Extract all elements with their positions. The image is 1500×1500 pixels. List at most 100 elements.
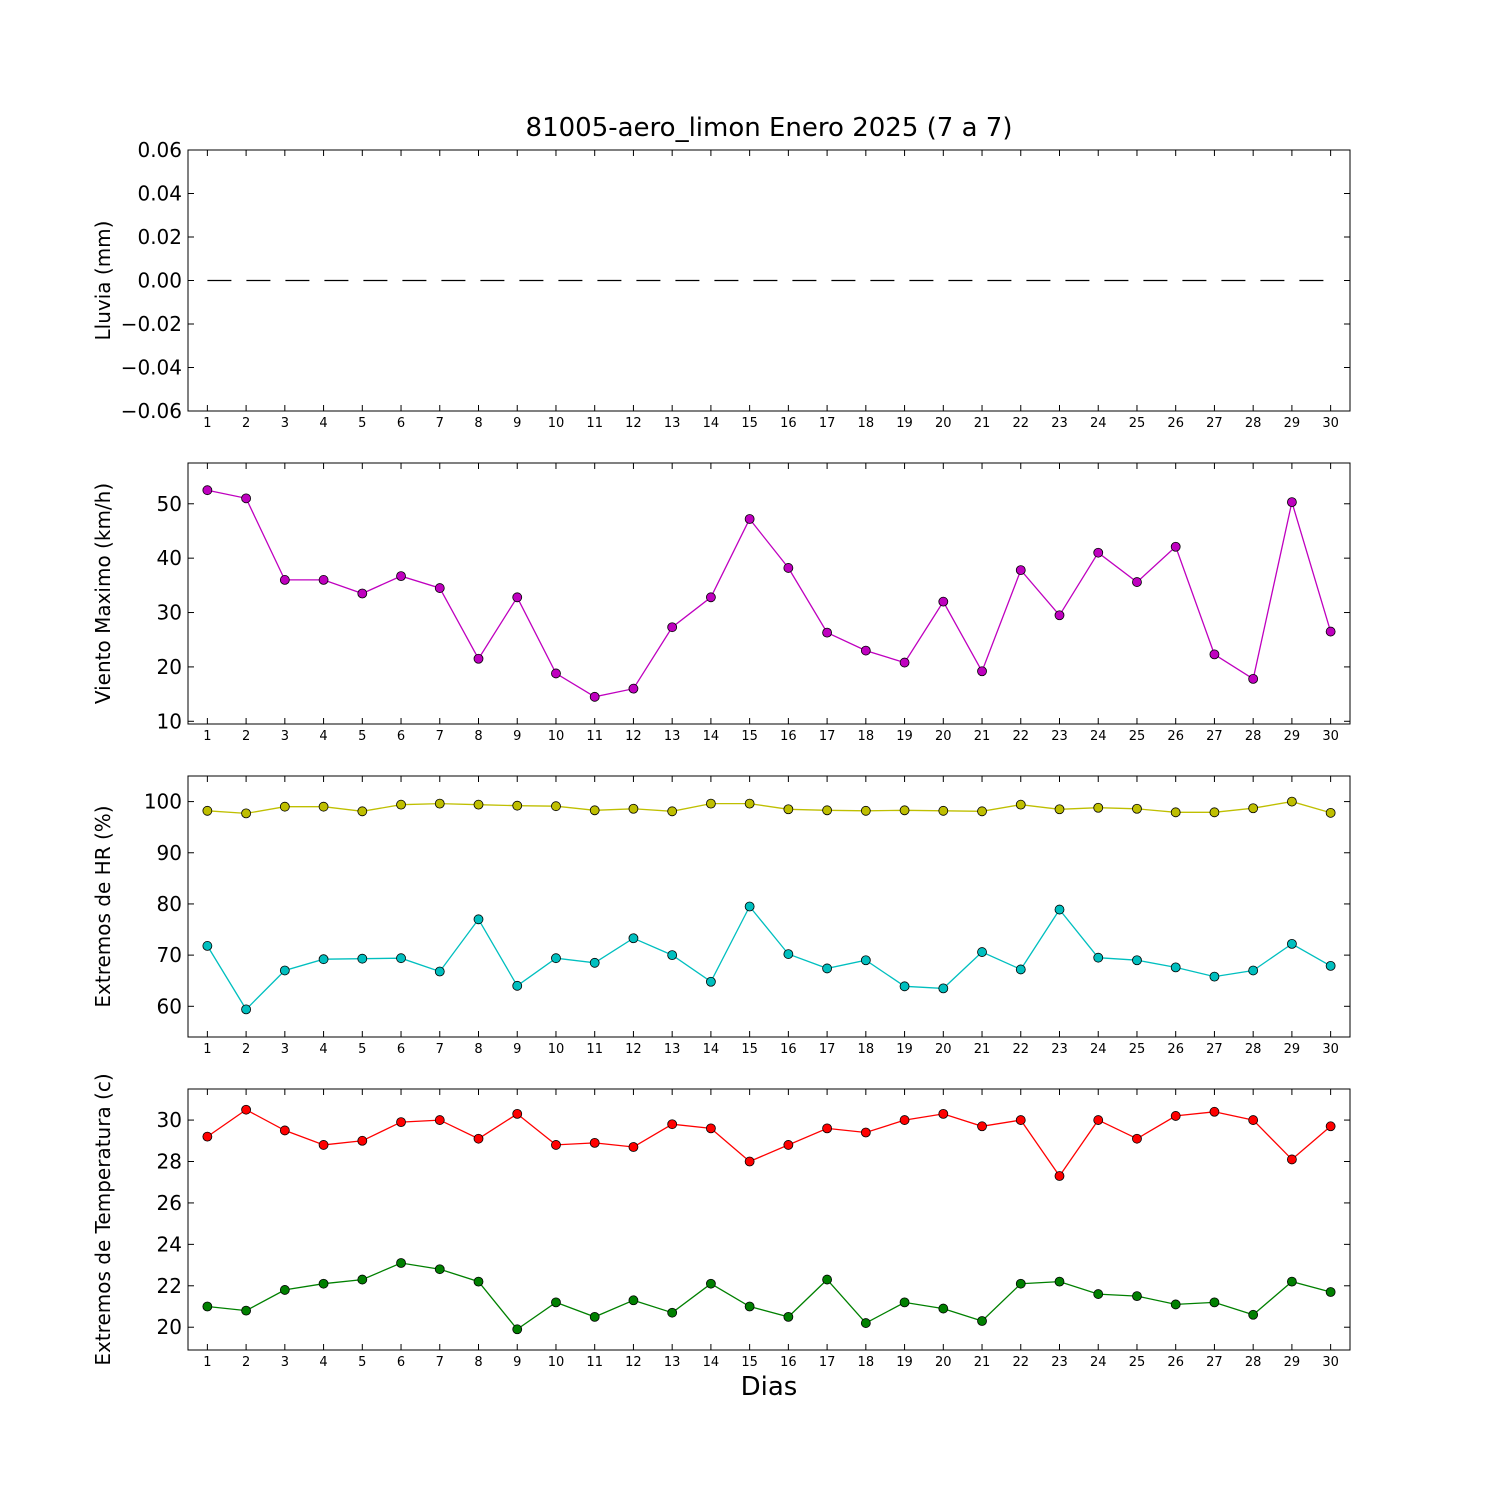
data-point	[434, 1264, 445, 1275]
data-point	[589, 957, 600, 968]
data-point	[1287, 1276, 1297, 1287]
data-point	[1209, 807, 1220, 818]
x-tick-label: 26	[1167, 1042, 1184, 1057]
data-point	[667, 622, 678, 633]
data-point	[1132, 1291, 1142, 1302]
data-point	[1093, 1289, 1104, 1299]
data-point	[977, 1316, 987, 1326]
x-tick-label: 6	[397, 1355, 405, 1370]
x-tick-label: 4	[319, 1355, 327, 1370]
data-point	[667, 1119, 678, 1130]
x-tick-label: 17	[819, 729, 836, 744]
x-axis-label: Dias	[740, 1372, 798, 1402]
x-tick-label: 6	[397, 729, 405, 744]
x-tick-label: 13	[664, 1355, 681, 1370]
data-point	[1325, 1121, 1336, 1132]
x-tick-label: 20	[935, 1355, 952, 1370]
x-tick-label: 12	[625, 1355, 642, 1370]
x-tick-label: 2	[242, 729, 250, 744]
x-tick-label: 3	[281, 729, 289, 744]
y-tick-label: 0.00	[137, 269, 182, 293]
subplot-1: 0.060.040.020.00−0.02−0.04−0.061 2 3 4 5 6 7 8 9…	[91, 138, 1351, 431]
data-point	[1054, 610, 1065, 621]
x-tick-label: 12	[625, 1042, 642, 1057]
y-tick-label: 30	[157, 601, 182, 625]
data-point	[1325, 626, 1336, 637]
x-tick-label: 5	[358, 416, 366, 431]
x-tick-label: 3	[281, 1042, 289, 1057]
data-point	[512, 800, 523, 811]
data-point	[783, 563, 794, 573]
x-tick-label: 1	[203, 1355, 211, 1370]
data-point	[589, 1311, 600, 1322]
y-tick-label: 28	[157, 1150, 182, 1174]
x-tick-label: 6	[397, 1042, 405, 1057]
x-tick-label: 14	[703, 1042, 720, 1057]
data-point	[1325, 960, 1336, 971]
x-tick-label: 6	[397, 416, 405, 431]
data-point	[1170, 962, 1181, 973]
x-tick-label: 21	[974, 1355, 991, 1370]
data-point	[318, 1140, 329, 1150]
x-tick-label: 24	[1090, 416, 1107, 431]
data-point	[822, 627, 832, 638]
plot-frame	[187, 775, 1351, 1038]
x-tick-label: 19	[896, 729, 913, 744]
data-point	[744, 798, 755, 809]
data-point	[512, 1324, 523, 1335]
x-tick-label: 18	[858, 1042, 875, 1057]
data-point	[434, 1115, 445, 1125]
data-point	[860, 1318, 871, 1328]
x-tick-label: 27	[1206, 1355, 1223, 1370]
x-tick-label: 17	[819, 1042, 836, 1057]
data-point	[1209, 1106, 1220, 1117]
x-tick-label: 4	[319, 1042, 327, 1057]
data-point	[938, 983, 949, 994]
data-point	[822, 805, 832, 816]
x-tick-label: 16	[780, 729, 797, 744]
x-tick-label: 20	[935, 1042, 952, 1057]
x-tick-label: 26	[1167, 1355, 1184, 1370]
y-tick-label: 100	[144, 790, 182, 814]
data-point	[899, 1297, 910, 1308]
data-point	[822, 963, 832, 974]
x-tick-label: 18	[858, 1355, 875, 1370]
x-tick-label: 4	[319, 729, 327, 744]
data-point	[589, 691, 600, 702]
x-tick-label: 11	[586, 416, 603, 431]
x-tick-label: 18	[858, 416, 875, 431]
data-point	[860, 805, 871, 816]
data-point	[551, 953, 561, 964]
x-tick-label: 16	[780, 1042, 797, 1057]
data-point	[473, 653, 484, 664]
x-tick-label: 9	[513, 729, 521, 744]
chart-title: 81005-aero_limon Enero 2025 (7 a 7)	[525, 113, 1013, 143]
x-tick-label: 21	[974, 729, 991, 744]
data-point	[1054, 1171, 1065, 1181]
data-point	[899, 657, 910, 668]
x-tick-label: 30	[1322, 729, 1339, 744]
x-tick-label: 9	[513, 416, 521, 431]
data-point	[822, 1274, 832, 1285]
x-tick-label: 28	[1245, 1355, 1262, 1370]
plot-frame	[187, 1088, 1351, 1351]
x-tick-label: 28	[1245, 729, 1262, 744]
x-tick-label: 1	[203, 1042, 211, 1057]
data-point	[241, 1305, 252, 1316]
series-line-1	[207, 800, 1331, 815]
x-tick-label: 9	[513, 1042, 521, 1057]
y-axis-label: Extremos de Temperatura (c)	[91, 1073, 115, 1365]
data-point	[860, 955, 871, 966]
y-tick-label: 60	[157, 994, 182, 1018]
x-tick-label: 14	[703, 1355, 720, 1370]
data-point	[589, 1137, 600, 1148]
data-point	[667, 950, 678, 961]
data-point	[551, 1297, 561, 1308]
x-tick-label: 22	[1012, 1042, 1029, 1057]
y-axis-label: Lluvia (mm)	[91, 221, 115, 341]
x-tick-label: 29	[1284, 729, 1301, 744]
data-point	[1054, 904, 1065, 915]
x-tick-label: 25	[1129, 729, 1146, 744]
data-point	[667, 806, 678, 817]
